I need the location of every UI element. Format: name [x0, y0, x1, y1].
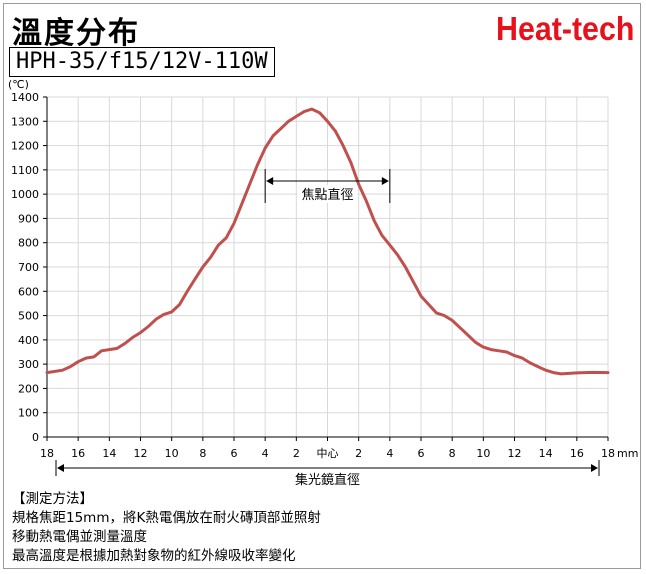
x-tick-label: 8 — [449, 447, 456, 460]
y-tick-label: 1100 — [11, 164, 39, 177]
y-tick-label: 1300 — [11, 115, 39, 128]
notes-line: 移動熱電偶並測量溫度 — [12, 529, 147, 545]
x-tick-label: 10 — [476, 447, 490, 460]
y-tick-label: 400 — [18, 334, 39, 347]
focal-label: 焦點直徑 — [301, 188, 353, 203]
x-tick-label: 8 — [199, 447, 206, 460]
page-title: 溫度分布 — [12, 16, 140, 51]
notes-line: 最高溫度是根據加熱對象物的紅外線吸收率變化 — [12, 548, 296, 564]
x-tick-label: 6 — [231, 447, 238, 460]
mirror-label-bg — [289, 470, 366, 487]
x-tick-label: 6 — [418, 447, 425, 460]
focal-arrowhead-right — [381, 177, 389, 185]
x-tick-label: 4 — [386, 447, 393, 460]
focal-arrowhead-left — [266, 177, 274, 185]
y-tick-label: 1200 — [11, 140, 39, 153]
x-tick-label: 中心 — [317, 447, 339, 460]
y-unit-label: (℃) — [8, 78, 29, 91]
model-label: HPH-35/f15/12V-110W — [9, 47, 275, 77]
measurement-notes: 【測定方法】 規格焦距15mm，將K熱電偶放在耐火磚頂部並照射 移動熱電偶並測量… — [12, 490, 321, 566]
y-tick-label: 600 — [18, 285, 39, 298]
x-tick-label: 16 — [570, 447, 584, 460]
y-tick-label: 700 — [18, 261, 39, 274]
x-tick-label: 14 — [539, 447, 553, 460]
x-tick-label: 14 — [102, 447, 116, 460]
brand-logo: Heat-tech — [495, 10, 634, 47]
y-tick-label: 100 — [18, 407, 39, 420]
y-tick-label: 900 — [18, 212, 39, 225]
x-tick-label: 12 — [134, 447, 148, 460]
notes-line: 規格焦距15mm，將K熱電偶放在耐火磚頂部並照射 — [12, 510, 321, 526]
x-tick-label: 2 — [355, 447, 362, 460]
y-tick-label: 300 — [18, 358, 39, 371]
mirror-label: 集光鏡直徑 — [295, 472, 360, 488]
x-tick-label: 4 — [262, 447, 269, 460]
y-tick-label: 1000 — [11, 188, 39, 201]
y-tick-label: 0 — [32, 431, 39, 444]
temperature-curve — [45, 107, 610, 376]
mirror-arrowhead-left — [57, 464, 64, 472]
x-tick-label: 18 — [40, 447, 54, 460]
figure-frame — [3, 3, 641, 569]
focal-label-bg — [297, 185, 358, 203]
y-tick-label: 200 — [18, 382, 39, 395]
x-tick-label: 2 — [293, 447, 300, 460]
x-tick-label: 16 — [71, 447, 85, 460]
y-tick-label: 800 — [18, 237, 39, 250]
y-tick-label: 500 — [18, 310, 39, 323]
x-unit-label: mm — [617, 447, 638, 460]
y-tick-label: 1400 — [11, 91, 39, 104]
notes-heading: 【測定方法】 — [12, 491, 93, 507]
x-tick-label: 10 — [165, 447, 179, 460]
x-tick-label: 12 — [508, 447, 522, 460]
mirror-arrowhead-right — [591, 464, 598, 472]
x-tick-label: 18 — [601, 447, 615, 460]
